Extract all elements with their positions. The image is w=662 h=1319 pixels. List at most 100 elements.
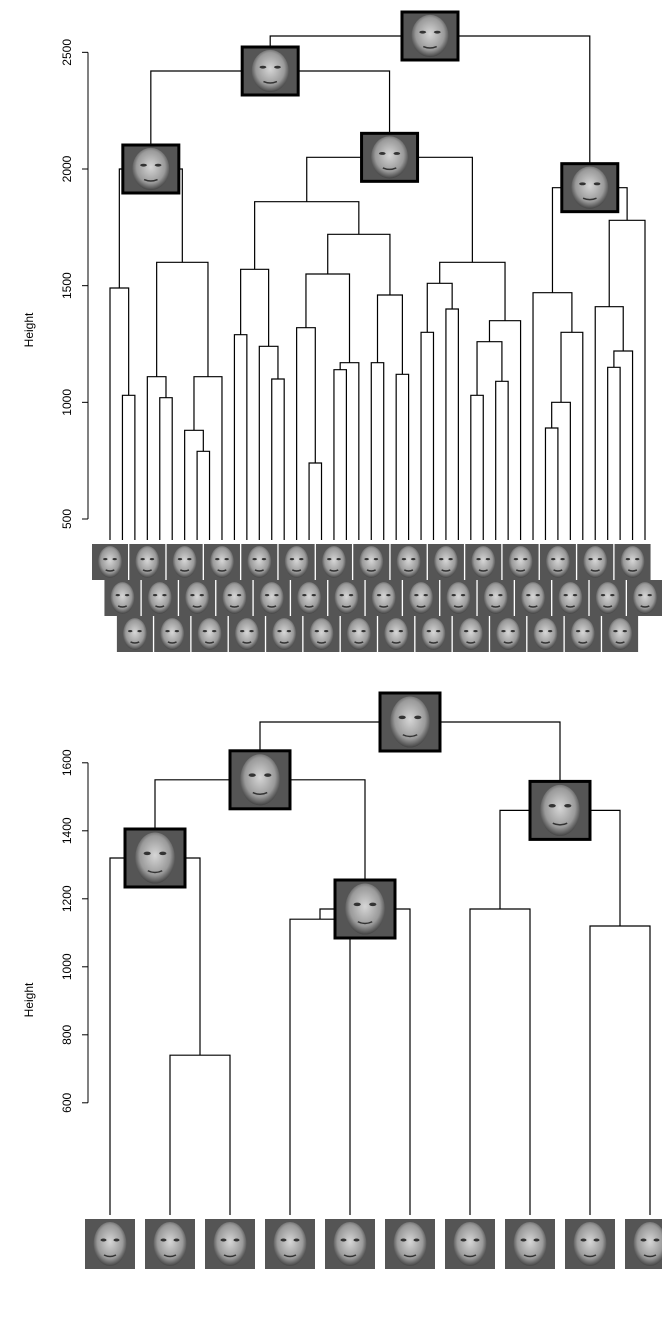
thumb-eye — [572, 594, 578, 597]
thumb-mouth — [503, 641, 513, 644]
thumb-face — [273, 1222, 307, 1266]
thumb-face — [153, 1222, 187, 1266]
branch — [169, 1054, 231, 1215]
thumb-face — [411, 14, 449, 58]
thumb-eye — [302, 594, 307, 597]
thumb-eye — [580, 1238, 587, 1242]
thumb-eye — [463, 630, 469, 633]
branch — [470, 394, 484, 540]
thumb-eye — [113, 1238, 120, 1242]
thumb-eye — [261, 558, 267, 561]
thumb-eye — [411, 558, 416, 561]
thumb-face — [322, 546, 346, 578]
branch — [551, 401, 571, 540]
thumb-face — [558, 582, 583, 614]
thumb-face — [513, 1222, 547, 1266]
thumb-face — [571, 166, 609, 209]
thumb-eye — [100, 1238, 107, 1242]
thumb-mouth — [103, 1254, 117, 1258]
branch — [109, 857, 201, 1215]
thumb-mouth — [242, 641, 252, 644]
thumb-eye — [498, 594, 503, 597]
thumb-mouth — [552, 822, 568, 826]
thumb-mouth — [279, 641, 289, 644]
leaf-thumbnail — [465, 544, 502, 580]
thumb-mouth — [466, 641, 476, 644]
thumb-mouth — [223, 1254, 237, 1258]
leaf-thumbnail — [440, 580, 477, 616]
thumb-mouth — [291, 569, 302, 572]
leaf-thumbnail — [266, 616, 303, 652]
thumb-eye — [353, 1238, 360, 1242]
branch — [271, 378, 285, 540]
thumb-mouth — [147, 870, 163, 874]
thumb-eye — [311, 594, 316, 597]
branch — [395, 373, 410, 540]
branch — [258, 345, 279, 540]
thumb-face — [633, 582, 657, 614]
thumb-eye — [398, 715, 406, 720]
thumb-face — [453, 1222, 487, 1266]
thumb-face — [259, 582, 284, 614]
leaf-thumbnail — [340, 616, 377, 652]
leaf-thumbnail — [265, 1219, 315, 1269]
thumb-mouth — [402, 734, 418, 738]
thumb-mouth — [179, 569, 190, 572]
thumb-face — [371, 136, 409, 179]
leaf-thumbnail — [539, 544, 576, 580]
thumb-mouth — [428, 641, 439, 644]
branch — [445, 308, 459, 540]
branch — [146, 376, 167, 540]
thumb-face — [471, 546, 496, 578]
leaf-thumbnail — [216, 580, 253, 616]
thumb-face — [446, 582, 471, 614]
thumb-eye — [259, 65, 267, 69]
thumb-face — [172, 546, 197, 578]
leaf-thumbnail — [129, 544, 166, 580]
thumb-face — [483, 582, 508, 614]
thumb-mouth — [491, 605, 501, 608]
leaf-thumbnail — [353, 544, 390, 580]
thumb-face — [393, 1222, 427, 1266]
thumb-mouth — [565, 605, 576, 608]
thumb-eye — [190, 594, 195, 597]
thumb-eye — [152, 594, 158, 597]
thumb-eye — [419, 30, 427, 34]
y-tick-label: 600 — [60, 1092, 74, 1112]
thumb-face — [346, 618, 371, 650]
thumb-face — [359, 546, 384, 578]
thumb-face — [240, 754, 280, 806]
thumb-mouth — [463, 1254, 477, 1258]
thumb-eye — [393, 152, 401, 155]
thumb-eye — [340, 1238, 347, 1242]
thumb-eye — [233, 1238, 240, 1242]
thumb-eye — [640, 1238, 647, 1242]
thumb-eye — [376, 594, 382, 597]
branch — [560, 331, 584, 540]
branch — [289, 918, 351, 1215]
leaf-thumbnail — [241, 544, 278, 580]
thumb-eye — [622, 630, 627, 633]
thumb-eye — [199, 594, 204, 597]
thumb-eye — [386, 594, 391, 597]
thumb-eye — [115, 594, 120, 597]
thumb-mouth — [422, 45, 438, 49]
thumb-face — [132, 147, 170, 191]
node-thumbnail — [528, 779, 592, 841]
thumb-face — [496, 618, 521, 650]
thumb-mouth — [204, 641, 215, 644]
thumb-eye — [286, 630, 292, 633]
thumb-face — [110, 582, 135, 614]
node-thumbnail — [360, 131, 420, 183]
thumb-mouth — [382, 167, 397, 171]
thumb-face — [135, 546, 160, 578]
thumb-eye — [526, 594, 531, 597]
thumb-face — [540, 784, 580, 836]
branch — [426, 282, 453, 333]
thumb-mouth — [640, 605, 650, 608]
leaf-thumbnail — [378, 616, 415, 652]
leaf-thumbnail — [253, 580, 290, 616]
thumb-eye — [523, 558, 528, 561]
node-thumbnail — [333, 878, 397, 940]
